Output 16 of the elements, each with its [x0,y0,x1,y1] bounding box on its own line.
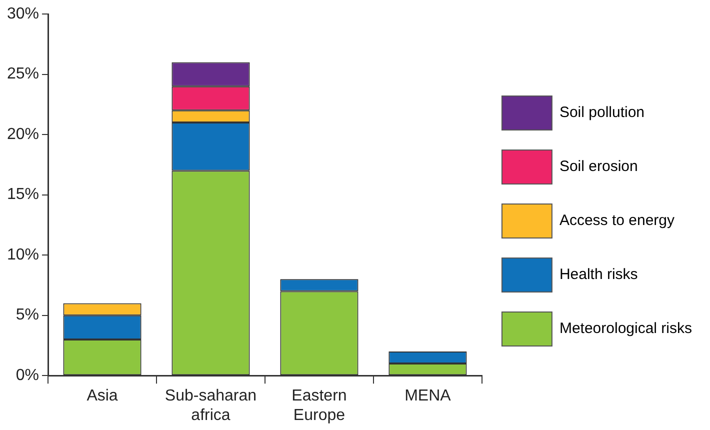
y-tick-label: 10% [6,246,40,264]
x-tick-label: Sub-saharan africa [164,388,257,424]
x-tick-label: Asia [86,388,118,405]
y-tick-label: 15% [6,186,40,204]
legend-label: Meteorological risks [559,320,692,338]
legend-label: Soil erosion [559,158,638,176]
legend-label: Soil pollution [559,104,645,122]
y-tick-label: 5% [16,306,40,324]
y-tick-label: 0% [16,367,40,384]
y-tick-label: 30% [6,5,40,22]
x-tick-label: MENA [404,388,452,405]
legend-label: Health risks [559,266,638,284]
y-tick-label: 20% [6,126,40,143]
x-tick-label: Eastern Europe [292,388,347,424]
y-tick-label: 25% [6,66,40,83]
legend-label: Access to energy [559,212,676,230]
